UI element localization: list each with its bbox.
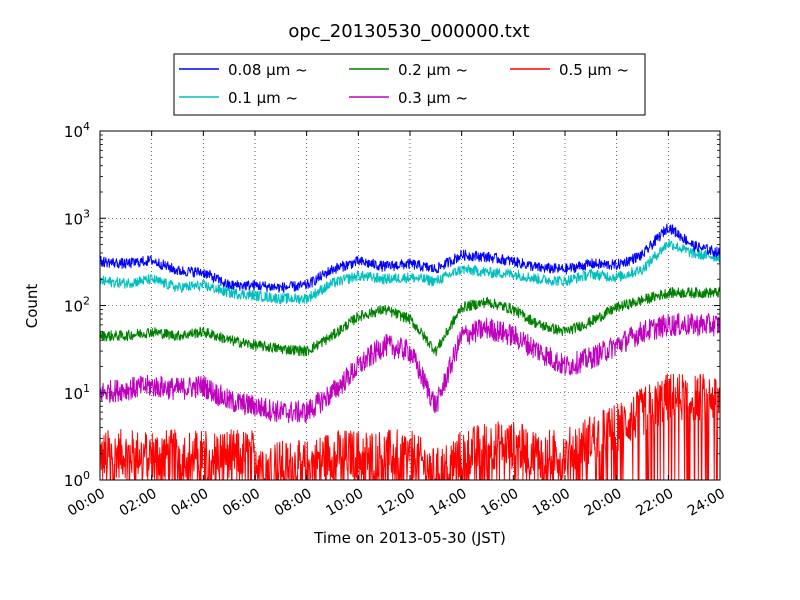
legend: 0.08 μm ~ 0.1 μm ~ 0.2 μm ~ 0.3 μm ~ 0.5… — [173, 53, 646, 116]
y-tick-label: 101 — [64, 382, 90, 403]
y-tick-base: 10 — [64, 385, 83, 403]
series-line — [99, 373, 721, 481]
series-line — [99, 313, 721, 424]
y-tick-exponent: 2 — [83, 295, 90, 308]
series-line — [99, 223, 721, 293]
y-tick-exponent: 0 — [83, 469, 90, 482]
legend-label-0.1um: 0.1 μm ~ — [228, 89, 298, 107]
chart-title: opc_20130530_000000.txt — [288, 21, 529, 42]
series-line — [99, 287, 721, 357]
series-line — [99, 239, 721, 305]
y-tick-base: 10 — [64, 210, 83, 228]
y-tick-base: 10 — [64, 472, 83, 490]
y-tick-base: 10 — [64, 298, 83, 316]
x-axis-label: Time on 2013-05-30 (JST) — [313, 529, 506, 547]
y-tick-label: 104 — [64, 120, 90, 141]
legend-box — [173, 53, 646, 116]
legend-label-0.08um: 0.08 μm ~ — [228, 61, 308, 79]
y-tick-exponent: 4 — [83, 120, 90, 133]
y-tick-exponent: 3 — [83, 207, 90, 220]
legend-label-0.3um: 0.3 μm ~ — [398, 89, 468, 107]
y-axis-label: Count — [23, 284, 41, 329]
y-tick-exponent: 1 — [83, 382, 90, 395]
y-tick-label: 102 — [64, 295, 90, 316]
series-layer — [99, 223, 721, 481]
y-tick-label: 100 — [64, 469, 90, 490]
y-tick-label: 103 — [64, 207, 90, 228]
legend-label-0.5um: 0.5 μm ~ — [559, 61, 629, 79]
y-tick-base: 10 — [64, 123, 83, 141]
legend-label-0.2um: 0.2 μm ~ — [398, 61, 468, 79]
axis-ticks — [99, 130, 721, 481]
